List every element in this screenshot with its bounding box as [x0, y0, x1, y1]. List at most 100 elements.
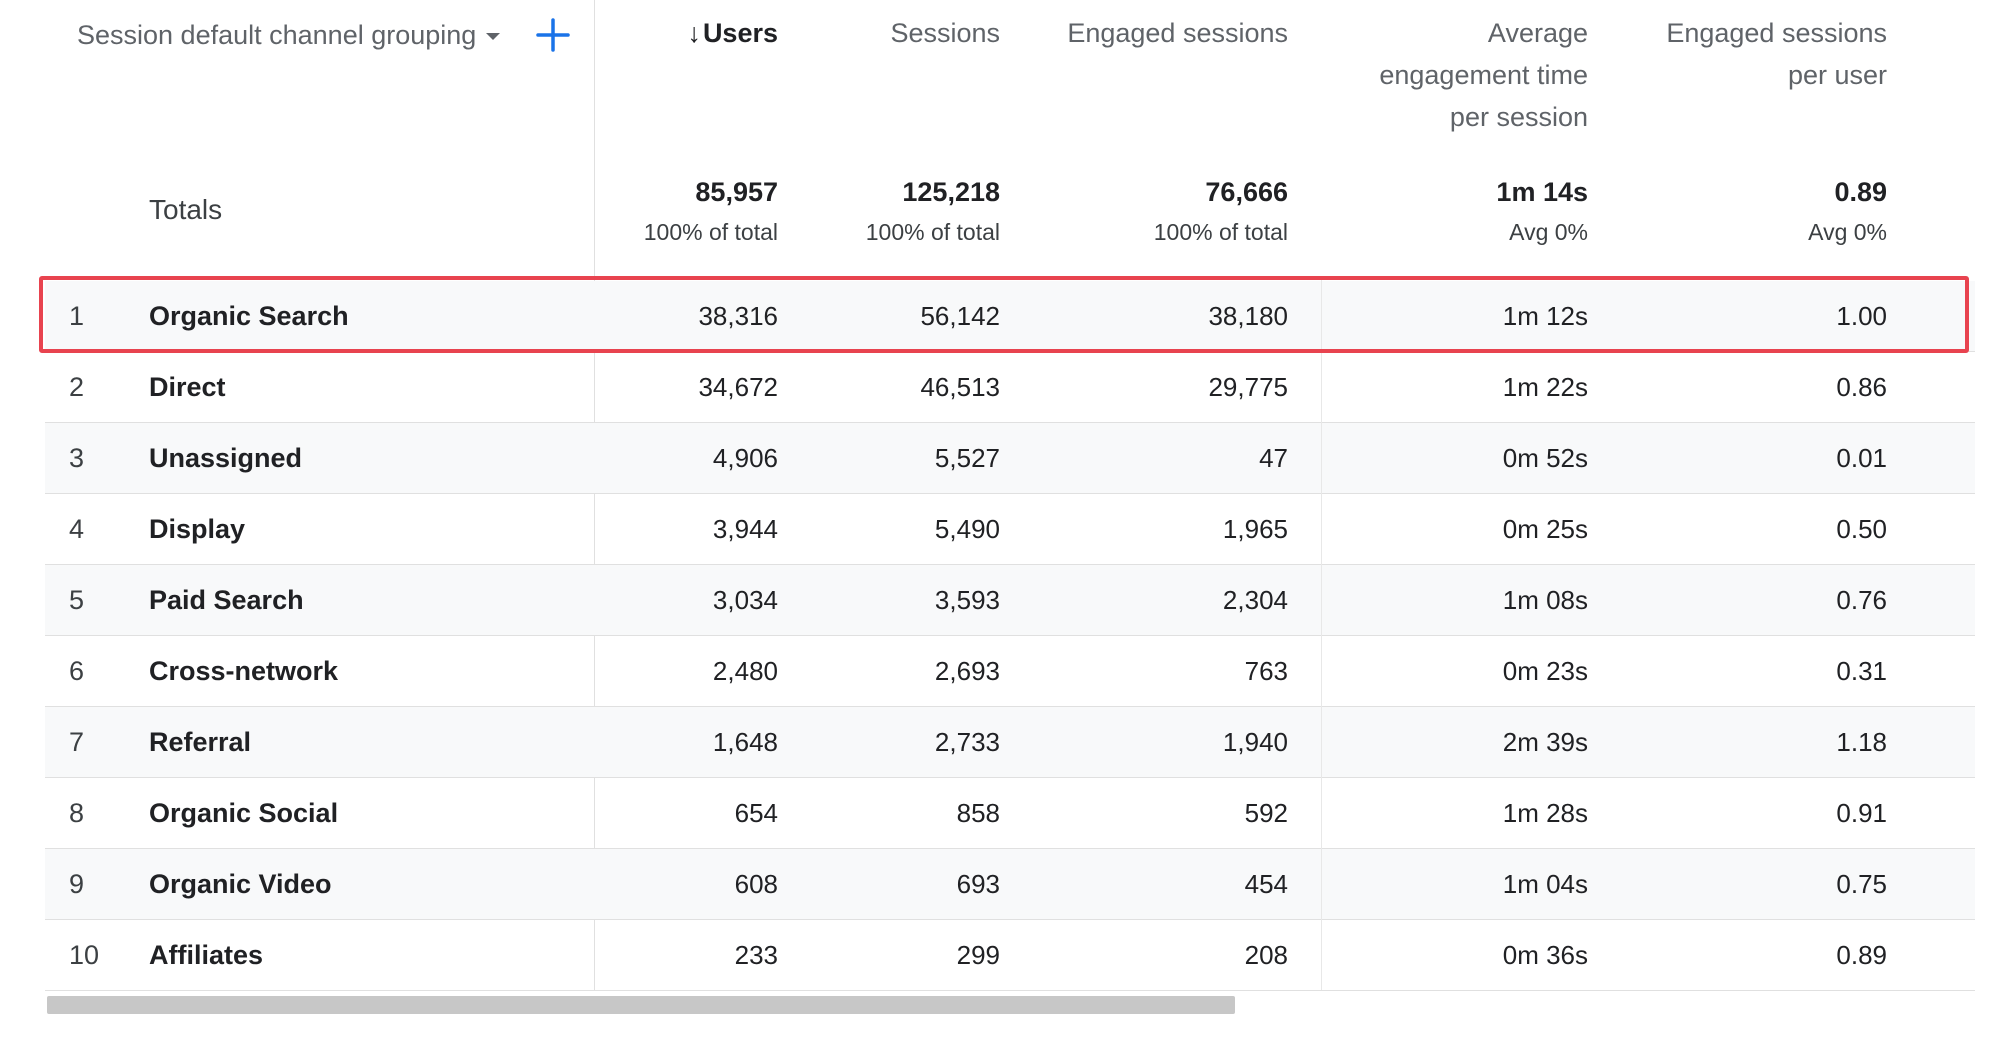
- column-header-avg-engagement[interactable]: Average engagement time per session: [1288, 12, 1588, 138]
- cell-engaged-per-user: 0.50: [1836, 514, 1887, 544]
- cell-engaged-per-user: 0.75: [1836, 869, 1887, 899]
- dimension-selector[interactable]: Session default channel grouping: [77, 14, 501, 56]
- cell-engaged-per-user: 0.31: [1836, 656, 1887, 686]
- total-value: 1m 14s: [1496, 177, 1588, 207]
- plus-icon[interactable]: [534, 16, 572, 54]
- table-row[interactable]: 10 Affiliates 233 299 208 0m 36s 0.89: [45, 920, 1975, 991]
- column-header-line: Engaged sessions: [1008, 12, 1288, 54]
- total-cell: 85,957 100% of total: [578, 174, 778, 248]
- cell-users: 34,672: [698, 372, 778, 402]
- cell-users: 38,316: [698, 301, 778, 331]
- total-subtext: 100% of total: [1153, 219, 1288, 245]
- totals-label: Totals: [149, 194, 223, 225]
- row-index: 3: [69, 443, 85, 473]
- channel-name[interactable]: Organic Social: [149, 798, 339, 828]
- channel-name[interactable]: Direct: [149, 372, 226, 402]
- cell-avg-engagement: 1m 04s: [1502, 869, 1588, 899]
- column-header-text: Engaged sessions: [1666, 18, 1887, 48]
- column-divider: [1321, 276, 1322, 990]
- channel-name[interactable]: Paid Search: [149, 585, 304, 615]
- cell-engaged-per-user: 1.18: [1836, 727, 1887, 757]
- cell-engaged-per-user: 0.76: [1836, 585, 1887, 615]
- channel-name[interactable]: Unassigned: [149, 443, 303, 473]
- cell-engaged-sessions: 38,180: [1208, 301, 1288, 331]
- cell-users: 233: [734, 940, 778, 970]
- channel-name[interactable]: Organic Video: [149, 869, 332, 899]
- channel-name[interactable]: Affiliates: [149, 940, 264, 970]
- table-row[interactable]: 8 Organic Social 654 858 592 1m 28s 0.91: [45, 778, 1975, 849]
- cell-sessions: 3,593: [934, 585, 1000, 615]
- channel-name[interactable]: Organic Search: [149, 301, 349, 331]
- cell-sessions: 693: [956, 869, 1000, 899]
- cell-engaged-sessions: 592: [1244, 798, 1288, 828]
- cell-engaged-sessions: 208: [1244, 940, 1288, 970]
- cell-engaged-sessions: 29,775: [1208, 372, 1288, 402]
- row-index: 1: [69, 301, 85, 331]
- table-row[interactable]: 6 Cross-network 2,480 2,693 763 0m 23s 0.31: [45, 636, 1975, 707]
- caret-down-icon[interactable]: [486, 32, 501, 40]
- table-row[interactable]: 1 Organic Search 38,316 56,142 38,180 1m 12s 1…: [45, 281, 1975, 352]
- table-row[interactable]: 3 Unassigned 4,906 5,527 47 0m 52s 0.01: [45, 423, 1975, 494]
- column-header-text: engagement time: [1379, 60, 1588, 90]
- dimension-column-divider: [594, 0, 595, 990]
- cell-sessions: 299: [956, 940, 1000, 970]
- channel-name[interactable]: Display: [149, 514, 246, 544]
- column-header-text: Engaged sessions: [1067, 18, 1288, 48]
- cell-engaged-per-user: 0.89: [1836, 940, 1887, 970]
- channel-name[interactable]: Referral: [149, 727, 252, 757]
- row-index: 8: [69, 798, 85, 828]
- row-index: 5: [69, 585, 85, 615]
- cell-avg-engagement: 0m 36s: [1502, 940, 1588, 970]
- total-value: 76,666: [1205, 177, 1288, 207]
- row-index: 10: [69, 940, 100, 970]
- column-header-text: Sessions: [890, 18, 1000, 48]
- row-index: 9: [69, 869, 85, 899]
- cell-engaged-per-user: 1.00: [1836, 301, 1887, 331]
- cell-engaged-sessions: 1,940: [1222, 727, 1288, 757]
- column-header-line: engagement time: [1288, 54, 1588, 96]
- table-row[interactable]: 5 Paid Search 3,034 3,593 2,304 1m 08s 0.76: [45, 565, 1975, 636]
- cell-sessions: 2,733: [934, 727, 1000, 757]
- cell-avg-engagement: 1m 08s: [1502, 585, 1588, 615]
- total-subtext: Avg 0%: [1509, 219, 1588, 245]
- channel-name[interactable]: Cross-network: [149, 656, 339, 686]
- column-header-text: per user: [1787, 60, 1887, 90]
- scrollbar-thumb[interactable]: [47, 996, 1235, 1014]
- cell-avg-engagement: 1m 12s: [1502, 301, 1588, 331]
- table-row[interactable]: 7 Referral 1,648 2,733 1,940 2m 39s 1.18: [45, 707, 1975, 778]
- cell-avg-engagement: 0m 23s: [1502, 656, 1588, 686]
- cell-users: 3,944: [712, 514, 778, 544]
- horizontal-scrollbar[interactable]: [45, 996, 1975, 1014]
- total-cell: 0.89 Avg 0%: [1567, 174, 1887, 248]
- column-header-engaged-sessions[interactable]: Engaged sessions: [1008, 12, 1288, 54]
- total-cell: 1m 14s Avg 0%: [1288, 174, 1588, 248]
- table-row[interactable]: 9 Organic Video 608 693 454 1m 04s 0.75: [45, 849, 1975, 920]
- column-header-engaged-per-user[interactable]: Engaged sessions per user: [1567, 12, 1887, 96]
- cell-engaged-per-user: 0.86: [1836, 372, 1887, 402]
- row-index: 2: [69, 372, 85, 402]
- row-index: 6: [69, 656, 85, 686]
- cell-avg-engagement: 0m 52s: [1502, 443, 1588, 473]
- column-header-line: per user: [1567, 54, 1887, 96]
- row-index: 4: [69, 514, 85, 544]
- table-row[interactable]: 4 Display 3,944 5,490 1,965 0m 25s 0.50: [45, 494, 1975, 565]
- column-header-users[interactable]: ↓Users: [578, 12, 778, 54]
- column-header-line: Average: [1288, 12, 1588, 54]
- cell-users: 3,034: [712, 585, 778, 615]
- column-header-text: Average: [1487, 18, 1588, 48]
- dimension-header-label: Session default channel grouping: [77, 19, 477, 50]
- cell-avg-engagement: 2m 39s: [1502, 727, 1588, 757]
- cell-engaged-per-user: 0.01: [1836, 443, 1887, 473]
- table-row[interactable]: 2 Direct 34,672 46,513 29,775 1m 22s 0.86: [45, 352, 1975, 423]
- cell-users: 654: [734, 798, 778, 828]
- table-header: Session default channel grouping ↓Users S…: [45, 0, 1975, 150]
- cell-engaged-sessions: 2,304: [1222, 585, 1288, 615]
- total-value: 125,218: [902, 177, 1000, 207]
- column-header-sessions[interactable]: Sessions: [800, 12, 1000, 54]
- total-cell: 76,666 100% of total: [1008, 174, 1288, 248]
- cell-avg-engagement: 0m 25s: [1502, 514, 1588, 544]
- column-header-line: per session: [1288, 96, 1588, 138]
- cell-engaged-sessions: 47: [1259, 443, 1288, 473]
- total-subtext: 100% of total: [865, 219, 1000, 245]
